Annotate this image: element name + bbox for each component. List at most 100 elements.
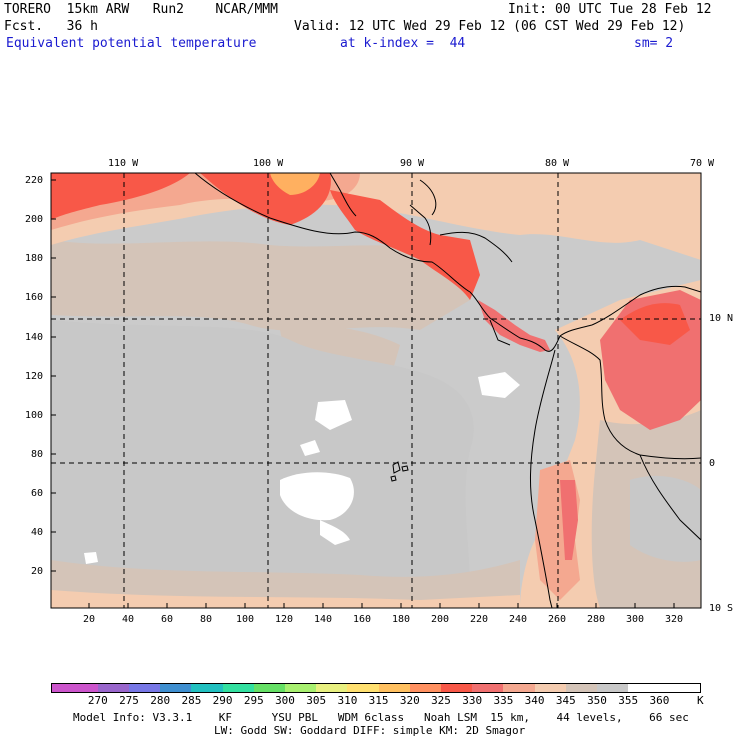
colorbar-label: 355 (618, 694, 639, 707)
physics-info: LW: Godd SW: Goddard DIFF: simple KM: 2D… (214, 724, 526, 737)
field-band-360-small (300, 440, 320, 456)
lon-label-90w: 90 W (400, 158, 425, 169)
init-time: Init: 00 UTC Tue 28 Feb 12 (508, 2, 712, 17)
field-band-330-central-america (330, 190, 480, 300)
grid-x-200: 200 (431, 614, 450, 625)
colorbar-label: 285 (181, 694, 202, 707)
colorbar-swatch (378, 683, 411, 693)
grid-y-40: 40 (31, 527, 44, 538)
grid-y-80: 80 (31, 449, 44, 460)
colorbar-swatch (628, 683, 660, 693)
grid-x-240: 240 (509, 614, 528, 625)
field-band-345-south (51, 590, 520, 608)
colorbar-swatch (316, 683, 348, 693)
field-band-350-north (51, 240, 470, 331)
colorbar-swatch (97, 683, 130, 693)
grid-y-20: 20 (31, 566, 44, 577)
smoothing-setting: sm= 2 (634, 36, 674, 51)
valid-time: Valid: 12 UTC Wed 29 Feb 12 (06 CST Wed … (294, 19, 686, 34)
grid-x-120: 120 (275, 614, 294, 625)
grid-x-220: 220 (470, 614, 489, 625)
lat-label-10n: 10 N (709, 313, 734, 324)
field-band-360-central (280, 472, 354, 521)
colorbar-label: 300 (275, 694, 295, 707)
colorbar-swatch (285, 683, 317, 693)
colorbar-label: 295 (243, 694, 264, 707)
grid-x-180: 180 (392, 614, 411, 625)
grid-x-300: 300 (626, 614, 645, 625)
colorbar-swatch (129, 683, 161, 693)
colorbar-swatch (597, 683, 629, 693)
field-band-355-pacific (51, 320, 474, 590)
colorbar-swatch (66, 683, 99, 693)
run-title: TORERO 15km ARW Run2 NCAR/MMM (4, 2, 278, 17)
field-band-360-north-central (315, 400, 352, 430)
grid-y-160: 160 (25, 292, 44, 303)
colorbar-label: 325 (431, 694, 451, 707)
grid-y-120: 120 (25, 371, 44, 382)
colorbar-label: 310 (337, 694, 358, 707)
model-info: Model Info: V3.3.1 KF YSU PBL WDM 6class… (73, 711, 689, 724)
field-name: Equivalent potential temperature (6, 36, 257, 51)
colorbar-label: 305 (306, 694, 327, 707)
field-band-360-southwest (84, 552, 98, 564)
colorbar-unit: K (697, 694, 704, 707)
colorbar-label: 315 (368, 694, 389, 707)
colorbar-label: 350 (587, 694, 607, 707)
grid-y-200: 200 (25, 214, 44, 225)
colorbar-swatch (503, 683, 536, 693)
colorbar-label: 340 (524, 694, 545, 707)
grid-y-140: 140 (25, 332, 44, 343)
lon-label-110w: 110 W (108, 158, 139, 169)
colorbar-frame (51, 683, 701, 693)
colorbar-swatch (534, 683, 567, 693)
grid-x-280: 280 (587, 614, 606, 625)
field-band-360-mid (320, 520, 350, 545)
grid-y-60: 60 (31, 488, 44, 499)
colorbar-label: 275 (119, 694, 139, 707)
field-band-355-amazon (630, 475, 701, 562)
field-band-330-panama (478, 300, 550, 352)
grid-x-80: 80 (200, 614, 213, 625)
grid-x-100: 100 (236, 614, 255, 625)
vertical-level: at k-index = 44 (340, 36, 466, 51)
grid-x-140: 140 (314, 614, 333, 625)
lon-label-70w: 70 W (690, 158, 715, 169)
grid-y-180: 180 (25, 253, 44, 264)
grid-x-320: 320 (665, 614, 684, 625)
field-band-335-andes (560, 480, 578, 560)
lat-label-10s: 10 S (709, 603, 734, 614)
colorbar-label: 270 (87, 694, 108, 707)
map-frame (50, 172, 702, 609)
field-band-330-northwest (51, 173, 190, 220)
forecast-hour: Fcst. 36 h (4, 19, 98, 34)
colorbar-swatch (222, 683, 255, 693)
colorbar-swatch (409, 683, 442, 693)
grid-y-100: 100 (25, 410, 44, 421)
lon-label-80w: 80 W (545, 158, 570, 169)
colorbar-label: 345 (555, 694, 576, 707)
colorbar-swatch (253, 683, 286, 693)
grid-x-160: 160 (353, 614, 372, 625)
axis-ticks (51, 179, 675, 608)
lat-label-0: 0 (709, 458, 716, 469)
colorbar-label: 360 (649, 694, 670, 707)
colorbar-swatch (565, 683, 598, 693)
colorbar-label: 320 (399, 694, 420, 707)
colorbar-label: 280 (150, 694, 171, 707)
grid-y-220: 220 (25, 175, 44, 186)
field-band-360-galapagos-east (478, 372, 520, 398)
colorbar-swatch (191, 683, 224, 693)
grid-x-260: 260 (548, 614, 567, 625)
grid-x-40: 40 (122, 614, 135, 625)
field-band-330-venezuela (620, 303, 690, 345)
field-band-325-coast (270, 173, 320, 195)
coastlines (194, 173, 701, 608)
colorbar-swatch (441, 683, 473, 693)
colorbar-swatch (347, 683, 380, 693)
graticule (51, 173, 701, 608)
lon-label-100w: 100 W (253, 158, 284, 169)
colorbar-swatch (160, 683, 192, 693)
colorbar-swatch-lead (51, 683, 68, 693)
